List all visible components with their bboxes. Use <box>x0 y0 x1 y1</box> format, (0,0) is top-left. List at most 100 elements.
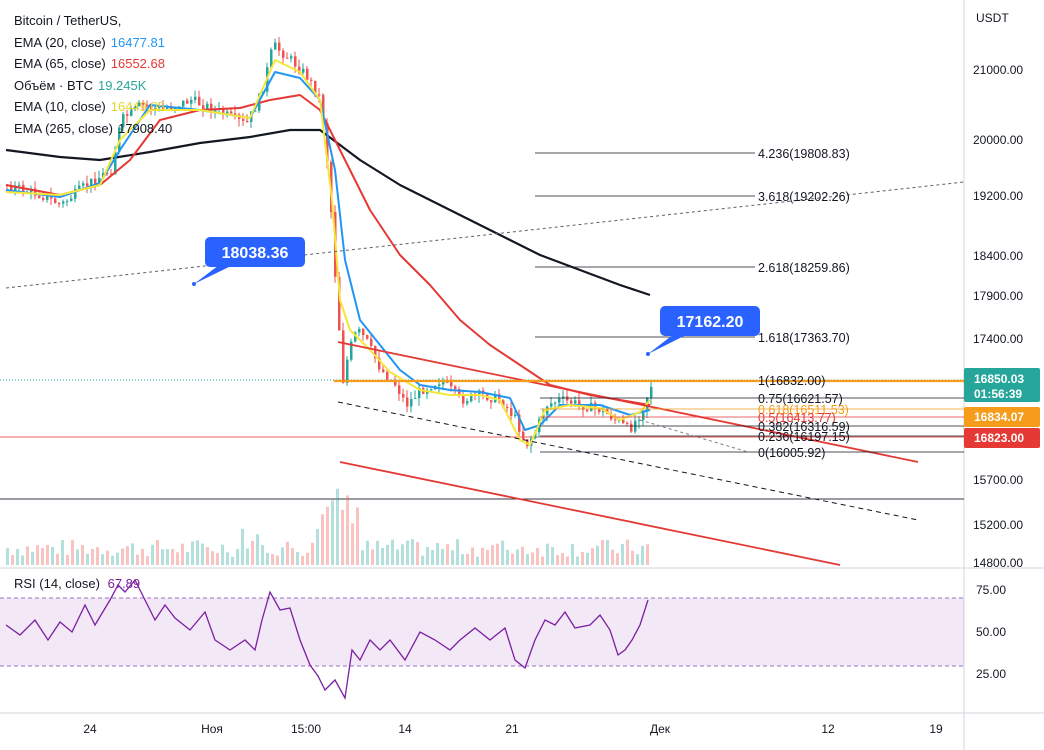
candle-body <box>642 410 645 420</box>
candle-body <box>154 108 157 110</box>
volume-bar <box>336 488 339 565</box>
candle-body <box>546 406 549 415</box>
symbol-label: Bitcoin / TetherUS, <box>14 13 122 28</box>
candle-body <box>318 94 321 96</box>
volume-bar <box>421 555 424 565</box>
fib-diagonal <box>639 419 749 453</box>
volume-bar <box>21 555 24 565</box>
candle-body <box>374 345 377 359</box>
candle-body <box>222 108 225 115</box>
volume-bar <box>431 549 434 565</box>
price-tick-label: 17900.00 <box>973 289 1023 303</box>
price-tag-value: 16823.00 <box>974 431 1024 445</box>
candle-body <box>230 111 233 114</box>
candle-body <box>626 422 629 424</box>
volume-bar <box>266 552 269 565</box>
price-tick-label: 15200.00 <box>973 518 1023 532</box>
price-axis[interactable]: USDT 21000.00 20000.00 19200.00 18400.00 1790… <box>973 11 1023 681</box>
legend-volume[interactable]: Объём · BTC 19.245K <box>14 75 172 97</box>
legend-ema265[interactable]: EMA (265, close) 17908.40 <box>14 118 172 140</box>
candle-body <box>246 120 249 122</box>
candle-body <box>418 387 421 399</box>
candle-body <box>310 79 313 81</box>
callouts[interactable]: 18038.36 17162.20 <box>192 237 760 356</box>
candle-body <box>130 108 133 116</box>
volume-bar <box>46 544 49 565</box>
candle-body <box>554 402 557 404</box>
volume-bar <box>76 549 79 565</box>
candle-body <box>518 414 521 432</box>
candle-body <box>410 398 413 407</box>
indicator-legend: Bitcoin / TetherUS, EMA (20, close) 16477… <box>14 10 172 139</box>
candle-body <box>338 276 341 331</box>
legend-label: EMA (265, close) <box>14 120 113 136</box>
volume-bar <box>446 544 449 565</box>
candle-body <box>214 108 217 113</box>
symbol-title[interactable]: Bitcoin / TetherUS, <box>14 10 172 32</box>
fib-extension[interactable]: 4.236(19808.83) 3.618(19202.26) 2.618(1825… <box>535 147 964 460</box>
candle-body <box>514 414 517 416</box>
legend-ema10[interactable]: EMA (10, close) 16449.05 <box>14 96 172 118</box>
candle-body <box>158 107 161 109</box>
candle-body <box>162 107 165 109</box>
time-tick-label: 21 <box>505 722 519 736</box>
volume-bar <box>591 548 594 565</box>
candle-body <box>302 68 305 73</box>
candle-body <box>182 100 185 107</box>
volume-bar <box>316 529 319 565</box>
callout-left-anchor <box>192 282 196 286</box>
candle-body <box>94 178 97 185</box>
legend-label: EMA (65, close) <box>14 56 106 71</box>
callout-right-pointer <box>648 334 688 354</box>
volume-bar <box>11 554 14 565</box>
candle-body <box>98 177 101 185</box>
candle-body <box>578 400 581 405</box>
volume-bar <box>106 550 109 565</box>
fib-level-label: 0.5(16413.77) <box>758 411 836 425</box>
volume-bar <box>261 545 264 565</box>
volume-bar <box>301 555 304 565</box>
volume-bar <box>96 547 99 565</box>
volume-bar <box>251 540 254 565</box>
volume-bar <box>186 552 189 565</box>
volume-bar <box>196 540 199 565</box>
candle-body <box>558 398 561 403</box>
rsi-line <box>5 578 649 700</box>
fib-level-label: 4.236(19808.83) <box>758 147 850 161</box>
candle-body <box>74 188 77 199</box>
volume-bar <box>41 548 44 565</box>
volume-bar <box>521 546 524 565</box>
candle-body <box>586 409 589 412</box>
candle-body <box>106 172 109 174</box>
fib-level-label: 0.236(16197.15) <box>758 430 850 444</box>
fib-level-label: 1.618(17363.70) <box>758 331 850 345</box>
price-tick-label: 14800.00 <box>973 556 1023 570</box>
volume-bar <box>441 549 444 565</box>
channel-upper <box>337 341 919 463</box>
candle-body <box>70 198 73 201</box>
volume-bar <box>271 553 274 565</box>
volume-bar <box>36 545 39 565</box>
legend-ema65[interactable]: EMA (65, close) 16552.68 <box>14 53 172 75</box>
volume-bar <box>646 544 649 565</box>
volume-bar <box>531 552 534 565</box>
candle-body <box>210 103 213 113</box>
rsi-legend[interactable]: RSI (14, close) 67.89 <box>14 576 140 591</box>
candle-body <box>378 358 381 370</box>
drawings[interactable] <box>5 181 965 566</box>
candle-body <box>322 94 325 123</box>
volume-bar <box>161 549 164 565</box>
price-tag-current <box>964 368 1040 402</box>
volume-bar <box>606 539 609 565</box>
candle-body <box>442 381 445 385</box>
volume-bar <box>126 546 129 565</box>
time-axis[interactable]: 24 Ноя 15:00 14 21 Дек 12 19 <box>83 722 943 736</box>
candle-body <box>294 56 297 67</box>
candle-body <box>82 183 85 186</box>
volume-bar <box>471 547 474 565</box>
time-tick-label: 12 <box>821 722 835 736</box>
candle-body <box>186 100 189 104</box>
legend-ema20[interactable]: EMA (20, close) 16477.81 <box>14 32 172 54</box>
